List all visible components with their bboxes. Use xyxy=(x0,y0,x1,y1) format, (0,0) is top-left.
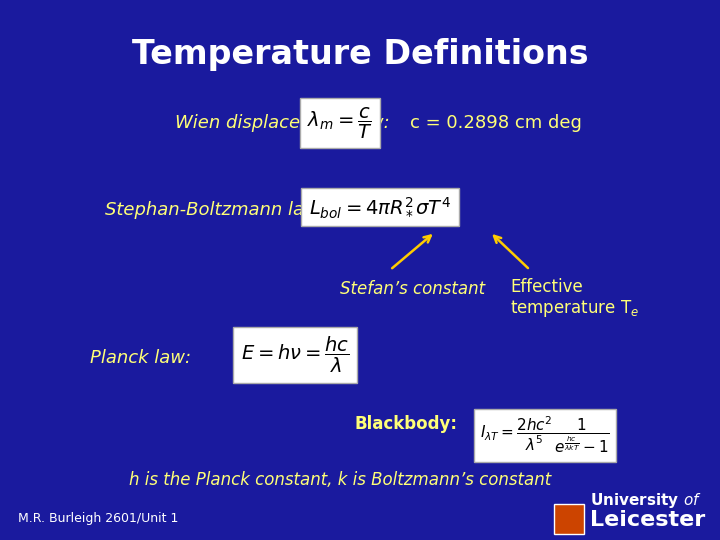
Text: Temperature Definitions: Temperature Definitions xyxy=(132,38,588,71)
Text: $E = h\nu = \dfrac{hc}{\lambda}$: $E = h\nu = \dfrac{hc}{\lambda}$ xyxy=(240,335,349,375)
Text: temperature T$_e$: temperature T$_e$ xyxy=(510,298,639,319)
Text: Effective: Effective xyxy=(510,278,582,296)
Text: $L_{bol} = 4\pi R_*^2 \sigma T^4$: $L_{bol} = 4\pi R_*^2 \sigma T^4$ xyxy=(309,195,451,219)
Text: h is the Planck constant, k is Boltzmann’s constant: h is the Planck constant, k is Boltzmann… xyxy=(129,471,551,489)
Text: $\lambda_m = \dfrac{c}{T}$: $\lambda_m = \dfrac{c}{T}$ xyxy=(307,105,373,140)
Text: Planck law:: Planck law: xyxy=(90,349,191,367)
Text: $I_{\lambda T} = \dfrac{2hc^2}{\lambda^5} \dfrac{1}{e^{\frac{hc}{\lambda kT}}-1}: $I_{\lambda T} = \dfrac{2hc^2}{\lambda^5… xyxy=(480,415,610,455)
FancyBboxPatch shape xyxy=(554,504,584,534)
Text: University $\it{of}$: University $\it{of}$ xyxy=(590,491,702,510)
Text: M.R. Burleigh 2601/Unit 1: M.R. Burleigh 2601/Unit 1 xyxy=(18,512,179,525)
Text: c = 0.2898 cm deg: c = 0.2898 cm deg xyxy=(410,114,582,132)
Text: Stefan’s constant: Stefan’s constant xyxy=(340,280,485,298)
Text: Wien displacement law:: Wien displacement law: xyxy=(175,114,390,132)
Text: Blackbody:: Blackbody: xyxy=(355,415,458,433)
Text: Stephan-Boltzmann law:: Stephan-Boltzmann law: xyxy=(105,201,325,219)
Text: Leicester: Leicester xyxy=(590,510,706,530)
